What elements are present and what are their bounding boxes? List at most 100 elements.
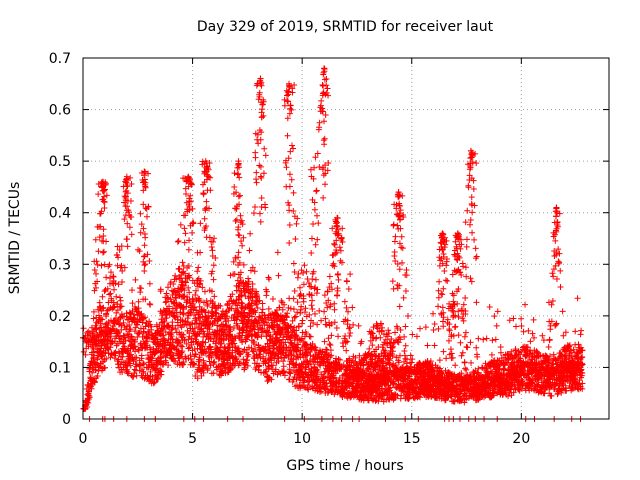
data-point — [322, 315, 329, 322]
data-point — [110, 304, 117, 311]
data-point — [372, 352, 379, 359]
data-point — [186, 289, 193, 296]
data-point — [183, 190, 190, 197]
data-point — [333, 237, 340, 244]
data-point — [80, 325, 87, 332]
data-point — [100, 198, 107, 205]
data-point — [103, 311, 110, 318]
data-point — [323, 82, 330, 89]
data-point — [559, 386, 566, 393]
data-point — [263, 366, 270, 373]
data-point — [153, 361, 160, 368]
data-point — [142, 184, 149, 191]
data-point — [159, 361, 166, 368]
data-point — [140, 360, 147, 367]
data-point — [284, 89, 291, 96]
data-point — [579, 380, 586, 387]
data-point — [458, 352, 465, 359]
data-point — [548, 392, 555, 399]
data-point — [208, 354, 215, 361]
data-point — [310, 221, 317, 228]
data-point — [291, 314, 298, 321]
data-point — [225, 363, 232, 370]
data-point — [290, 260, 297, 267]
data-point — [227, 326, 234, 333]
data-point — [276, 340, 283, 347]
data-point — [314, 286, 321, 293]
data-point — [157, 367, 164, 374]
data-point — [275, 272, 282, 279]
data-point — [176, 354, 183, 361]
data-point — [284, 310, 291, 317]
data-point — [211, 293, 218, 300]
data-point — [369, 342, 376, 349]
data-point — [117, 303, 124, 310]
data-point — [142, 234, 149, 241]
data-point — [282, 352, 289, 359]
data-point — [436, 357, 443, 364]
data-point — [309, 340, 316, 347]
data-point — [200, 369, 207, 376]
data-point — [438, 370, 445, 377]
data-point — [272, 338, 279, 345]
data-point — [379, 344, 386, 351]
data-point — [299, 320, 306, 327]
data-point — [287, 370, 294, 377]
data-point — [115, 321, 122, 328]
data-point — [108, 328, 115, 335]
data-point — [235, 224, 242, 231]
data-point — [483, 365, 490, 372]
data-point — [311, 344, 318, 351]
data-point — [190, 298, 197, 305]
data-point — [207, 174, 214, 181]
data-point — [105, 299, 112, 306]
data-point — [99, 183, 106, 190]
data-point — [395, 359, 402, 366]
data-point — [307, 166, 314, 173]
data-point — [236, 174, 243, 181]
data-point — [301, 384, 308, 391]
data-point — [281, 301, 288, 308]
data-point — [272, 310, 279, 317]
data-point — [249, 286, 256, 293]
data-point — [121, 216, 128, 223]
data-point — [215, 356, 222, 363]
data-point — [214, 331, 221, 338]
data-point — [97, 223, 104, 230]
data-point — [99, 316, 106, 323]
data-point — [488, 351, 495, 358]
data-point — [202, 339, 209, 346]
data-point — [145, 170, 152, 177]
data-point — [271, 317, 278, 324]
data-point — [303, 313, 310, 320]
data-point — [128, 333, 135, 340]
data-point — [189, 295, 196, 302]
data-point — [320, 118, 327, 125]
data-point — [430, 326, 437, 333]
data-point — [98, 315, 105, 322]
data-point — [416, 394, 423, 401]
data-point — [322, 111, 329, 118]
data-point — [259, 101, 266, 108]
data-point — [104, 337, 111, 344]
data-point — [254, 305, 261, 312]
data-point — [205, 315, 212, 322]
data-point — [522, 301, 529, 308]
data-point — [131, 328, 138, 335]
data-point — [318, 317, 325, 324]
data-point — [106, 275, 113, 282]
data-point — [347, 271, 354, 278]
data-point — [93, 332, 100, 339]
data-point — [89, 369, 96, 376]
data-point — [578, 354, 585, 361]
data-point — [346, 333, 353, 340]
data-point — [141, 168, 148, 175]
data-point — [246, 310, 253, 317]
data-point — [138, 352, 145, 359]
data-point — [187, 356, 194, 363]
data-point — [88, 324, 95, 331]
data-point — [257, 210, 264, 217]
data-point — [201, 288, 208, 295]
data-point — [142, 183, 149, 190]
data-point — [200, 299, 207, 306]
